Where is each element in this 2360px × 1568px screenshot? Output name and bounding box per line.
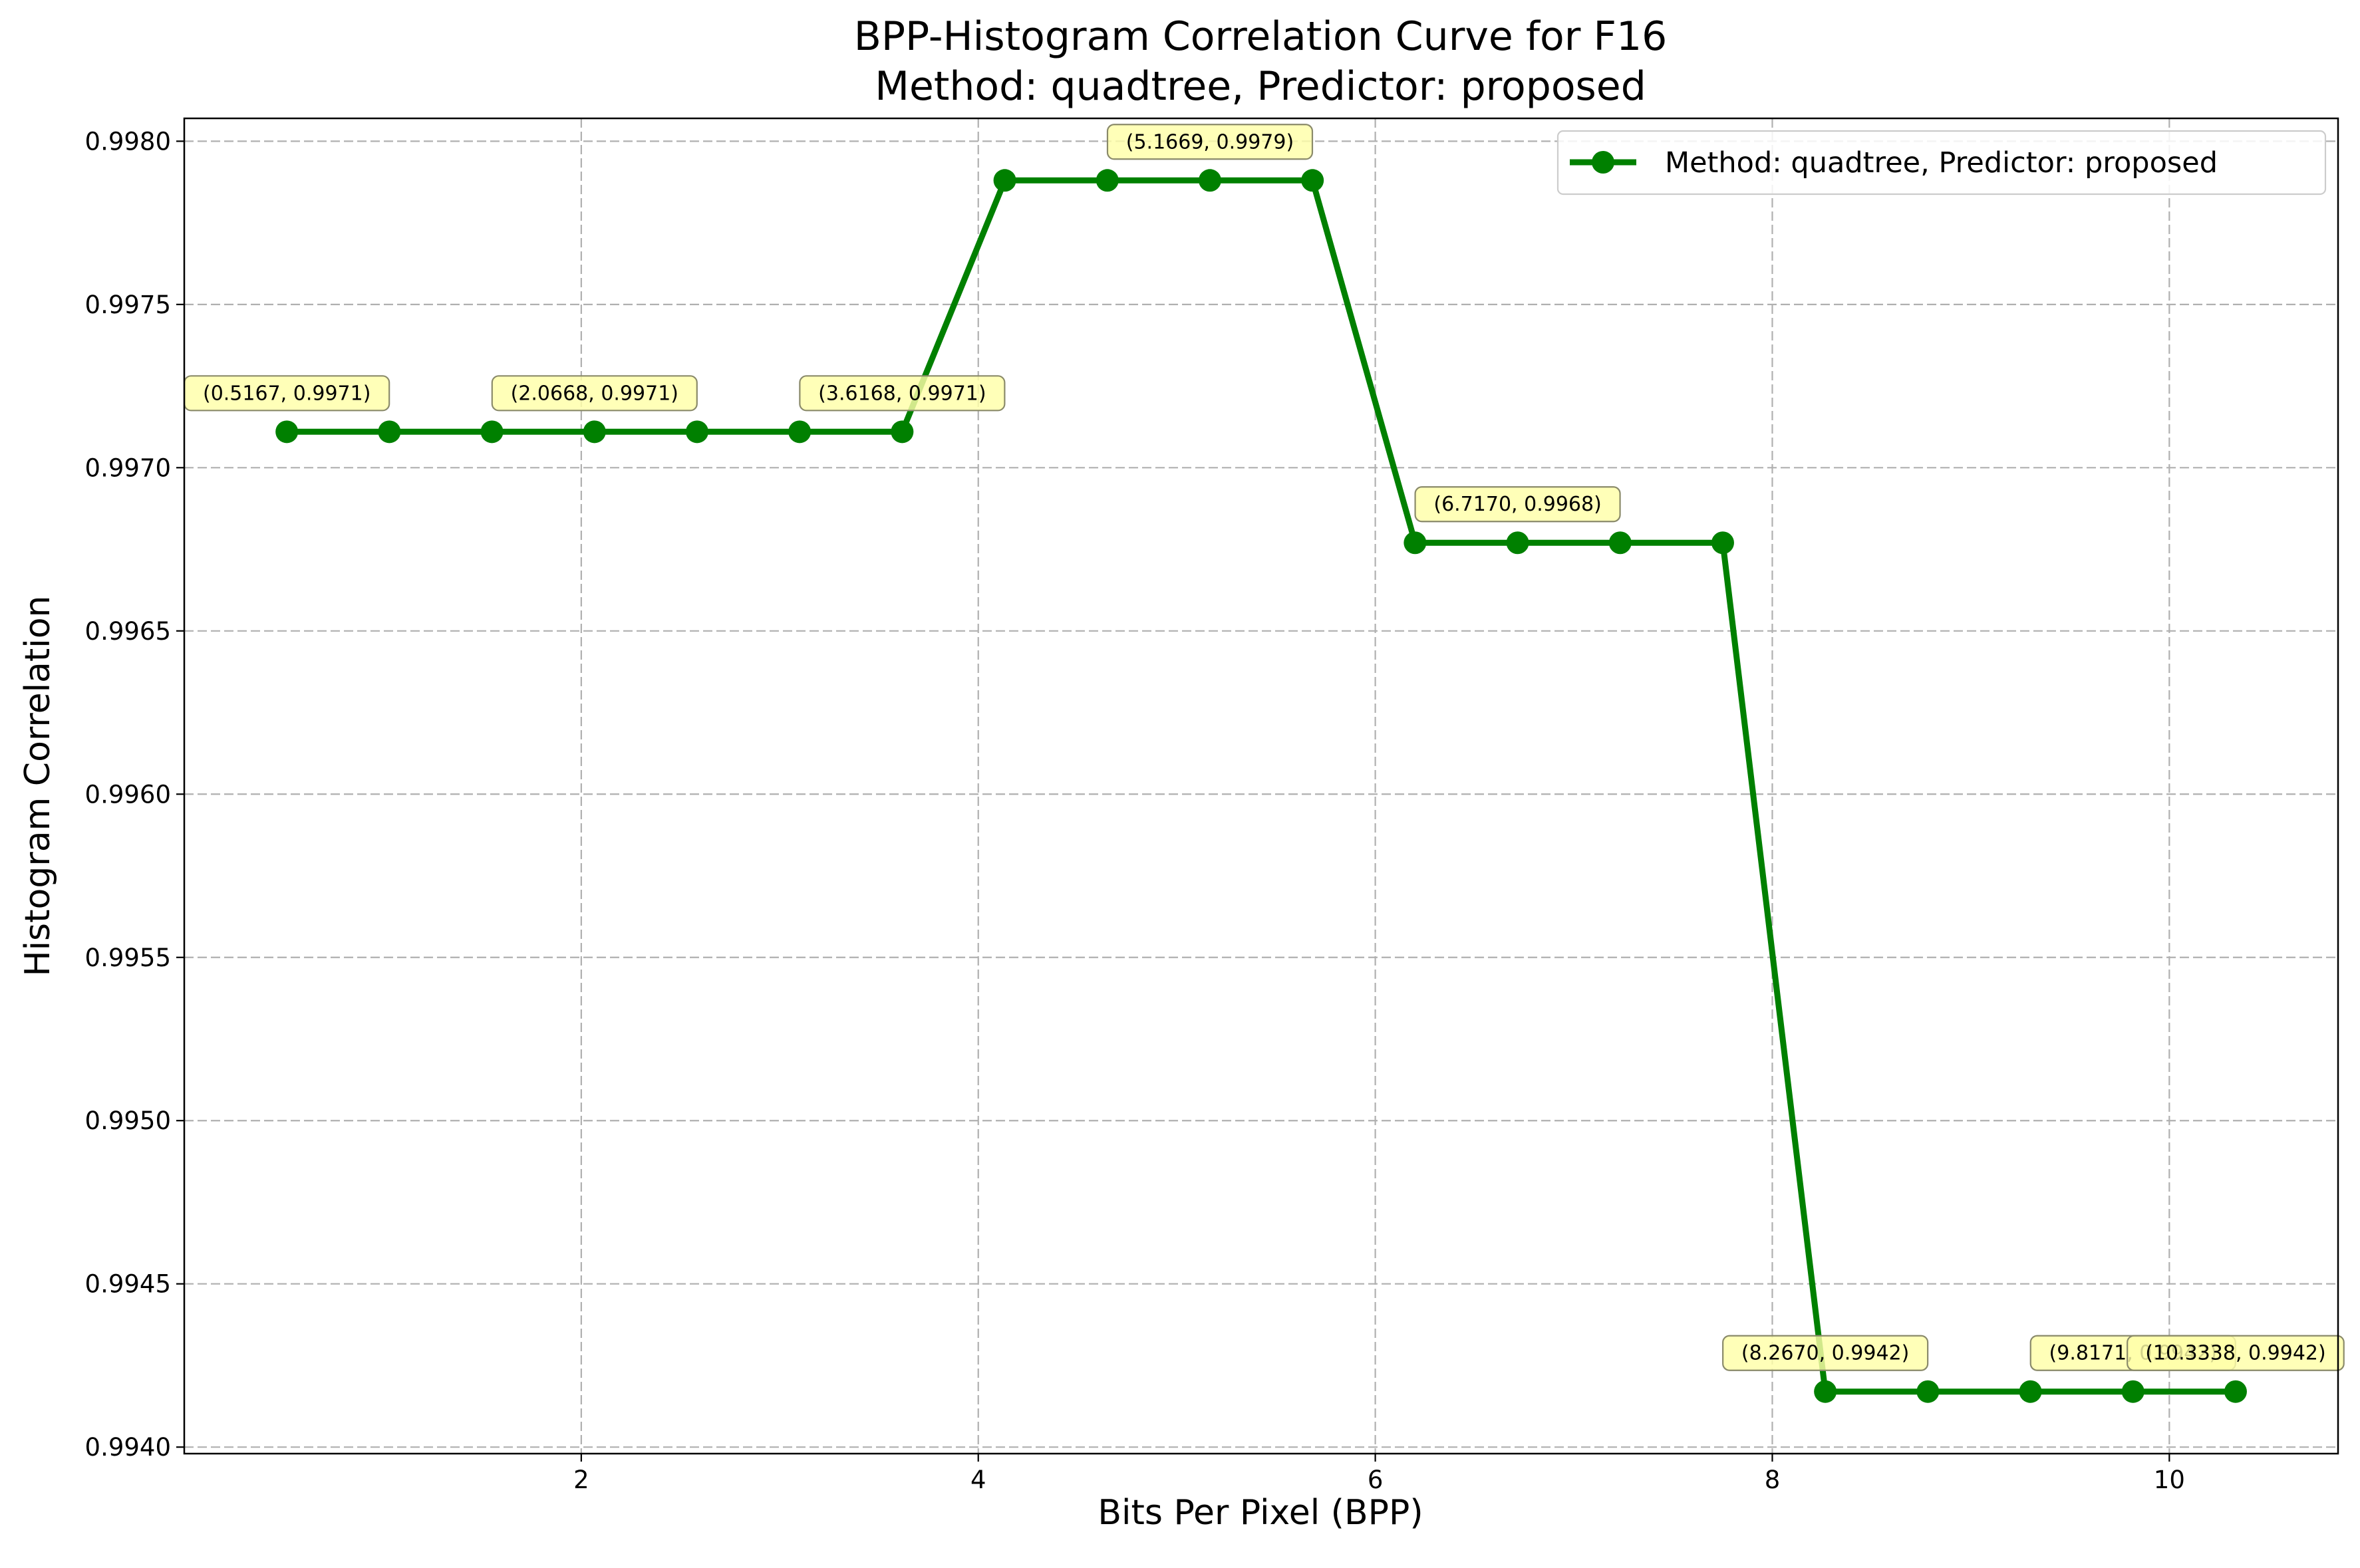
legend-marker-swatch xyxy=(1592,151,1614,174)
data-point xyxy=(583,420,606,444)
data-point xyxy=(1814,1380,1837,1403)
data-point xyxy=(993,169,1016,192)
annotation-text: (3.6168, 0.9971) xyxy=(818,382,986,405)
y-tick-label: 0.9955 xyxy=(85,944,171,972)
data-point xyxy=(2121,1380,2144,1403)
y-tick-label: 0.9940 xyxy=(85,1433,171,1462)
data-point xyxy=(2224,1380,2247,1403)
annotation-label: (5.1669, 0.9979) xyxy=(1106,124,1314,160)
annotation-box xyxy=(1414,486,1621,523)
annotation-label: (2.0668, 0.9971) xyxy=(491,375,698,412)
data-point xyxy=(275,420,299,444)
data-point xyxy=(1301,169,1324,192)
y-tick-label: 0.9950 xyxy=(85,1107,171,1135)
annotation-box xyxy=(1722,1335,1929,1371)
annotation-label: (0.5167, 0.9971) xyxy=(184,375,390,412)
data-point xyxy=(1506,531,1529,555)
annotation-text: (0.5167, 0.9971) xyxy=(203,382,370,405)
x-axis-label: Bits Per Pixel (BPP) xyxy=(1098,1493,1423,1533)
data-point xyxy=(1198,169,1221,192)
data-point xyxy=(891,420,914,444)
y-tick-label: 0.9960 xyxy=(85,780,171,809)
y-axis-label: Histogram Correlation xyxy=(18,595,58,976)
x-tick-label: 2 xyxy=(573,1466,589,1494)
legend-label: Method: quadtree, Predictor: proposed xyxy=(1665,146,2218,180)
x-tick-label: 6 xyxy=(1368,1466,1384,1494)
annotation-box xyxy=(799,375,1006,412)
data-point xyxy=(1608,531,1632,555)
annotation-box xyxy=(1106,124,1314,160)
plot-frame xyxy=(183,117,2339,1455)
data-point xyxy=(1096,169,1119,192)
y-tick-label: 0.9945 xyxy=(85,1270,171,1299)
y-tick-label: 0.9965 xyxy=(85,617,171,646)
annotation-text: (10.3338, 0.9942) xyxy=(2145,1342,2326,1365)
y-tick-label: 0.9980 xyxy=(85,127,171,156)
data-point xyxy=(480,420,504,444)
annotation-label: (10.3338, 0.9942) xyxy=(2127,1335,2345,1371)
chart-title-line1: BPP-Histogram Correlation Curve for F16 xyxy=(854,13,1668,60)
y-tick-label: 0.9975 xyxy=(85,291,171,319)
grid-lines xyxy=(184,118,2338,1454)
chart-title-line2: Method: quadtree, Predictor: proposed xyxy=(875,63,1646,110)
legend: Method: quadtree, Predictor: proposed xyxy=(1556,130,2327,196)
y-tick-label: 0.9970 xyxy=(85,454,171,482)
annotation-text: (6.7170, 0.9968) xyxy=(1433,493,1601,516)
series-line xyxy=(287,177,2236,1395)
data-point xyxy=(2019,1380,2042,1403)
annotation-text: (8.2670, 0.9942) xyxy=(1741,1342,1909,1365)
annotation-label: (6.7170, 0.9968) xyxy=(1414,486,1621,523)
data-point xyxy=(1916,1380,1940,1403)
data-point xyxy=(1403,531,1427,555)
annotation-text: (2.0668, 0.9971) xyxy=(511,382,678,405)
legend-box xyxy=(1556,130,2327,196)
x-tick-label: 4 xyxy=(970,1466,986,1494)
annotations: (0.5167, 0.9971) (2.0668, 0.9971) (3.6168,… xyxy=(184,124,2345,1371)
series-layer xyxy=(275,169,2247,1403)
data-point xyxy=(788,420,811,444)
x-tick-label: 10 xyxy=(2154,1466,2185,1494)
annotation-text: (5.1669, 0.9979) xyxy=(1126,130,1294,154)
annotation-box xyxy=(2127,1335,2345,1371)
data-point xyxy=(378,420,401,444)
x-tick-label: 8 xyxy=(1765,1466,1781,1494)
data-point xyxy=(686,420,709,444)
axis-ticks: 2 4 6 8 10 0.9940 0.9945 0.9950 0.9955 0.9960 0.99… xyxy=(85,127,2185,1494)
annotation-label: (3.6168, 0.9971) xyxy=(799,375,1006,412)
annotation-box xyxy=(491,375,698,412)
data-point xyxy=(1711,531,1734,555)
annotation-label: (8.2670, 0.9942) xyxy=(1722,1335,1929,1371)
